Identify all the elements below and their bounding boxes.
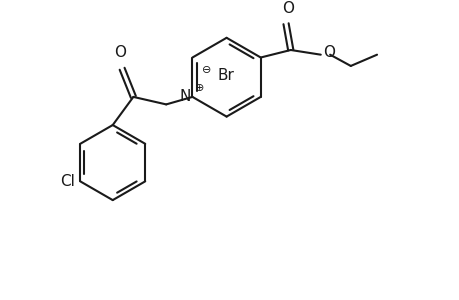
Text: O: O	[114, 45, 126, 60]
Text: N: N	[179, 89, 190, 104]
Text: O: O	[322, 45, 334, 60]
Text: ⊖: ⊖	[202, 65, 211, 75]
Text: ⊕: ⊕	[195, 82, 204, 92]
Text: Cl: Cl	[60, 174, 74, 189]
Text: Br: Br	[217, 68, 234, 83]
Text: O: O	[281, 1, 293, 16]
